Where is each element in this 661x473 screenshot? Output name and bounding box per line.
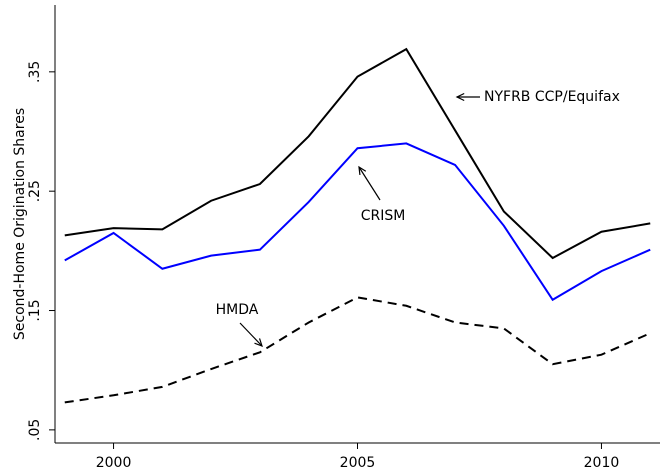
series-line (64, 142, 651, 302)
y-tick-label: .15 (27, 299, 43, 321)
arrow-head (455, 92, 465, 102)
annotation-arrow (239, 322, 263, 347)
annotation-arrow (358, 166, 381, 201)
arrow-head (254, 338, 263, 347)
x-tick-label: 2005 (340, 455, 376, 471)
y-tick-label: .35 (27, 61, 43, 83)
y-tick-label: .05 (27, 419, 43, 441)
x-tick-label: 2000 (96, 455, 132, 471)
series-annotation: NYFRB CCP/Equifax (484, 89, 620, 105)
y-axis-label: Second-Home Origination Shares (12, 108, 28, 340)
series-line (64, 47, 651, 260)
series-line (64, 296, 651, 404)
y-tick-label: .25 (27, 180, 43, 202)
series-annotation: CRISM (361, 208, 406, 224)
series-annotation: HMDA (216, 302, 259, 318)
arrow-head (358, 165, 367, 176)
x-tick-label: 2010 (584, 455, 620, 471)
